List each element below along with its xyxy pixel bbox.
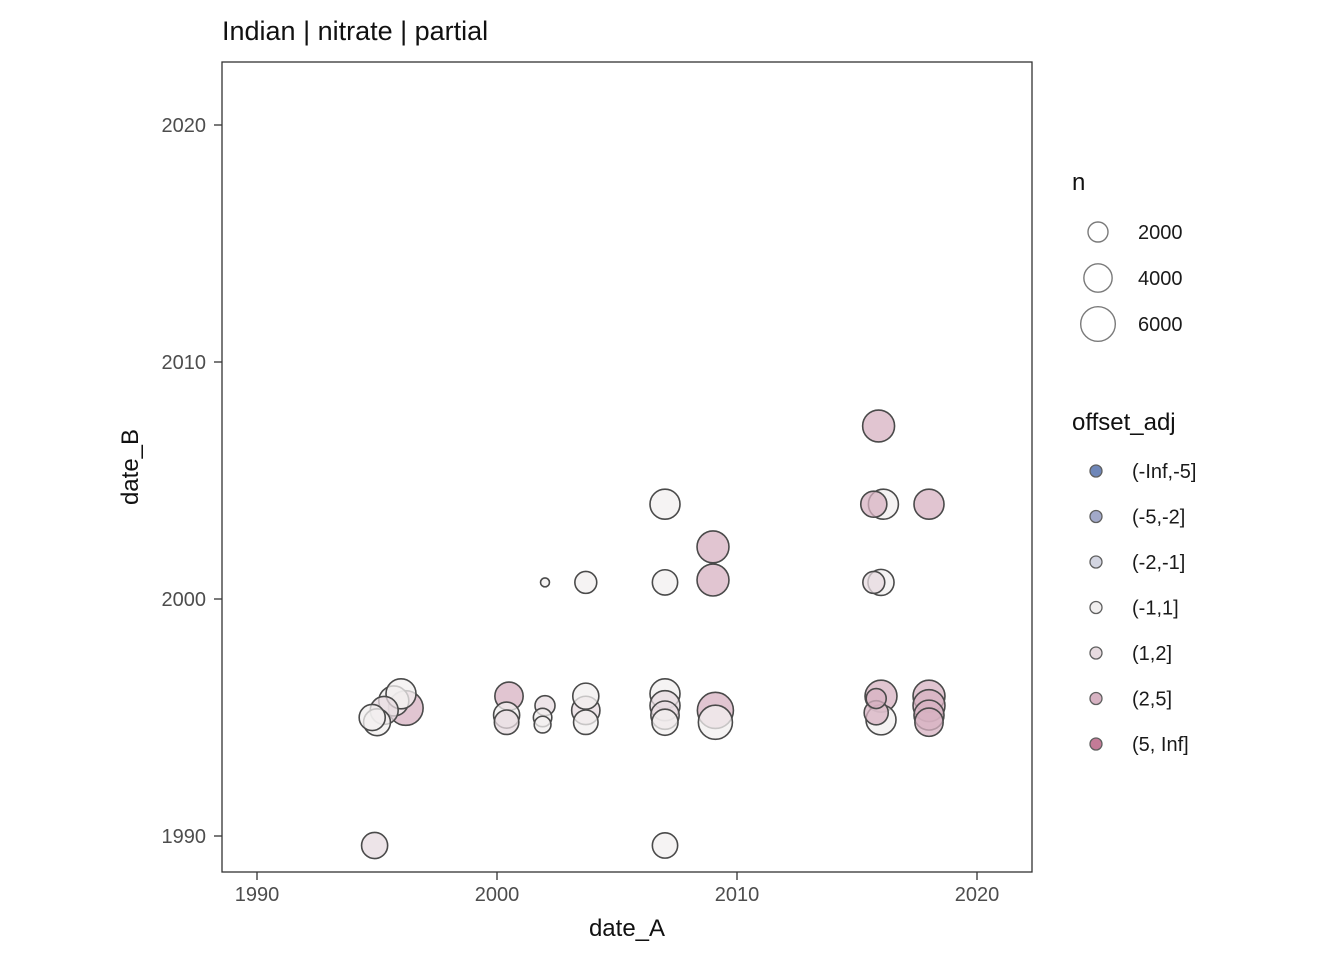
bubble: [913, 488, 945, 521]
bubble: [697, 704, 734, 741]
bubble: [493, 709, 520, 736]
color-legend-label: (-2,-1]: [1132, 552, 1185, 574]
bubble: [571, 682, 600, 711]
bubble: [696, 530, 730, 564]
size-legend-title: n: [1072, 169, 1085, 196]
color-legend-label: (5, Inf]: [1132, 734, 1189, 756]
color-legend-title: offset_adj: [1072, 409, 1176, 436]
y-tick-label: 2010: [162, 352, 207, 374]
bubble: [696, 563, 730, 597]
color-legend-items: (-Inf,-5] (-5,-2] (-2,-1] (-1,1] (1,2] (2,5] (…: [1089, 461, 1196, 756]
color-legend-label: (2,5]: [1132, 689, 1172, 711]
color-legend-swatch: [1089, 509, 1103, 524]
color-legend-swatch: [1089, 555, 1103, 569]
x-tick-label: 2020: [955, 884, 1000, 906]
size-legend-items: 2000 4000 6000: [1079, 221, 1183, 343]
size-legend: n 2000 4000 6000: [1072, 169, 1183, 343]
color-legend-swatch: [1089, 691, 1103, 706]
bubble: [539, 577, 551, 588]
y-axis-label: date_B: [117, 429, 144, 505]
bubble: [651, 568, 679, 596]
bubble: [651, 832, 679, 859]
bubble: [862, 570, 886, 595]
size-legend-swatch: [1087, 221, 1109, 243]
y-tick-label: 1990: [162, 826, 207, 848]
bubble: [360, 831, 389, 860]
bubble: [649, 488, 681, 521]
size-legend-label: 4000: [1138, 268, 1183, 290]
bubble: [914, 707, 944, 738]
color-legend-label: (-Inf,-5]: [1132, 461, 1196, 483]
x-axis-label: date_A: [589, 915, 665, 942]
bubble-layer: [358, 409, 946, 860]
color-legend-swatch: [1089, 737, 1103, 751]
size-legend-label: 6000: [1138, 314, 1183, 336]
bubble: [865, 687, 888, 710]
x-tick-label: 1990: [235, 884, 280, 906]
color-legend-label: (-1,1]: [1132, 598, 1179, 620]
x-tick-label: 2010: [715, 884, 760, 906]
bubble: [572, 709, 599, 736]
bubble: [533, 715, 552, 734]
bubble: [574, 570, 598, 595]
bubble: [651, 708, 679, 737]
plot-title: Indian | nitrate | partial: [222, 16, 488, 46]
x-axis: 1990 2000 2010 2020: [235, 872, 1000, 906]
bubble: [859, 490, 888, 519]
x-tick-label: 2000: [475, 884, 520, 906]
bubble: [861, 409, 896, 443]
y-axis: 1990 2000 2010 2020: [162, 115, 222, 848]
color-legend-swatch: [1089, 464, 1103, 478]
size-legend-label: 2000: [1138, 222, 1183, 244]
y-tick-label: 2000: [162, 589, 207, 611]
color-legend-swatch: [1089, 600, 1103, 615]
size-legend-swatch: [1079, 305, 1117, 343]
color-legend-label: (-5,-2]: [1132, 507, 1185, 529]
color-legend-label: (1,2]: [1132, 643, 1172, 665]
y-tick-label: 2020: [162, 115, 207, 137]
color-legend: offset_adj (-Inf,-5] (-5,-2] (-2,-1] (-1,1]…: [1072, 409, 1196, 756]
bubble: [358, 703, 387, 732]
size-legend-swatch: [1083, 263, 1113, 293]
plot-panel: [221, 61, 1033, 873]
color-legend-swatch: [1089, 646, 1103, 660]
